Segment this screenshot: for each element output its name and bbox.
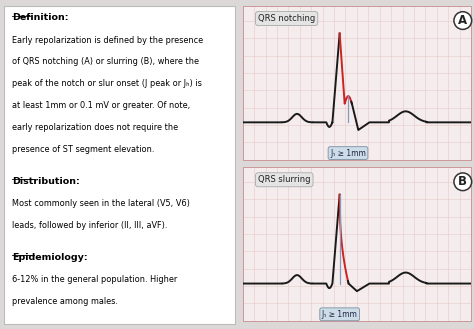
Text: peak of the notch or slur onset (J peak or Jₕ) is: peak of the notch or slur onset (J peak … xyxy=(12,79,201,89)
Text: prevalence among males.: prevalence among males. xyxy=(12,297,118,306)
Text: Definition:: Definition: xyxy=(12,13,68,22)
Text: A: A xyxy=(458,14,467,27)
Text: Jₕ ≥ 1mm: Jₕ ≥ 1mm xyxy=(322,310,357,319)
Text: at least 1mm or 0.1 mV or greater. Of note,: at least 1mm or 0.1 mV or greater. Of no… xyxy=(12,101,190,110)
Text: Early repolarization is defined by the presence: Early repolarization is defined by the p… xyxy=(12,36,203,44)
Text: Epidemiology:: Epidemiology: xyxy=(12,253,87,262)
Text: early repolarization does not require the: early repolarization does not require th… xyxy=(12,123,178,132)
Text: presence of ST segment elevation.: presence of ST segment elevation. xyxy=(12,145,154,154)
Text: QRS notching: QRS notching xyxy=(258,14,315,23)
Text: Distribution:: Distribution: xyxy=(12,177,80,186)
Text: Most commonly seen in the lateral (V5, V6): Most commonly seen in the lateral (V5, V… xyxy=(12,199,190,208)
FancyBboxPatch shape xyxy=(3,6,236,324)
Text: Jₕ ≥ 1mm: Jₕ ≥ 1mm xyxy=(330,149,366,158)
Text: of QRS notching (A) or slurring (B), where the: of QRS notching (A) or slurring (B), whe… xyxy=(12,58,199,66)
Text: leads, followed by inferior (II, III, aVF).: leads, followed by inferior (II, III, aV… xyxy=(12,221,167,230)
Text: 6-12% in the general population. Higher: 6-12% in the general population. Higher xyxy=(12,275,177,284)
Text: QRS slurring: QRS slurring xyxy=(258,175,310,184)
Text: B: B xyxy=(458,175,467,188)
